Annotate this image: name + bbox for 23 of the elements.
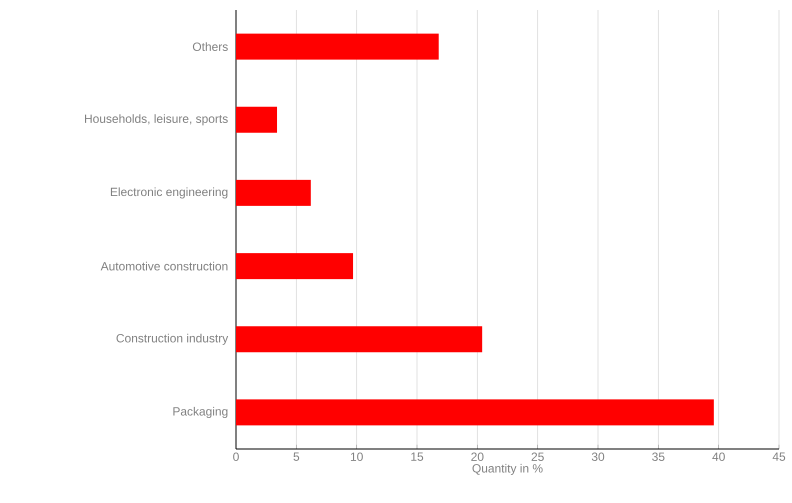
y-tick-label: Packaging: [173, 406, 228, 418]
bar: [236, 106, 278, 133]
x-tick-label: 20: [471, 452, 484, 461]
y-tick-label: Construction industry: [116, 334, 228, 345]
x-tick-label: 5: [293, 452, 300, 461]
x-tick-label: 10: [350, 452, 363, 461]
x-tick-label: 30: [592, 452, 604, 461]
bar: [236, 399, 714, 426]
bar: [236, 253, 354, 280]
bar: [236, 180, 311, 206]
x-tick-label: 40: [712, 452, 725, 461]
x-axis-title: Quantity in %: [472, 464, 543, 475]
y-tick-label: Automotive construction: [100, 262, 228, 270]
y-tick-label: Households, leisure, sports: [85, 114, 228, 126]
x-tick-label: 25: [532, 452, 544, 461]
x-tick-label: 45: [772, 452, 786, 461]
x-tick-label: 35: [652, 452, 664, 461]
bar: [236, 34, 439, 60]
bar: [236, 326, 482, 352]
x-tick-label: 15: [411, 452, 424, 461]
y-tick-label: Electronic engineering: [110, 187, 228, 198]
y-tick-label: Others: [192, 42, 228, 51]
x-tick-label: 0: [233, 452, 239, 461]
